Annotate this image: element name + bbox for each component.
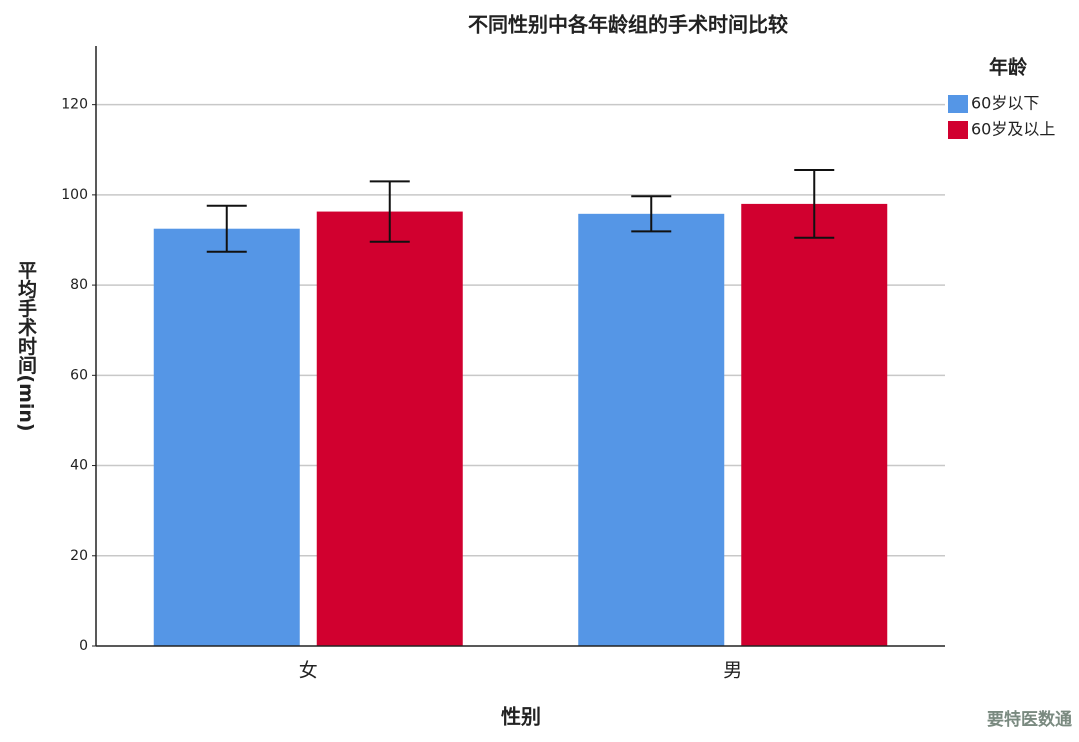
y-tick-label: 20	[70, 548, 88, 564]
bar	[153, 228, 300, 646]
bar	[578, 213, 725, 646]
y-axis-label: 平均手术时间(min)	[15, 260, 37, 431]
bar	[741, 203, 888, 647]
y-tick-label: 80	[70, 277, 88, 293]
x-axis-label: 性别	[501, 705, 541, 729]
y-tick-label: 0	[79, 638, 88, 654]
y-tick-label: 40	[70, 458, 88, 474]
legend-label: 60岁以下	[971, 94, 1039, 113]
x-tick-label: 男	[723, 660, 742, 682]
bar	[316, 211, 463, 646]
legend-title: 年龄	[989, 56, 1028, 79]
y-tick-label: 100	[61, 187, 88, 203]
x-tick-label: 女	[299, 660, 318, 682]
chart-title: 不同性别中各年龄组的手术时间比较	[468, 13, 788, 37]
legend-swatch	[948, 95, 968, 113]
legend-swatch	[948, 121, 968, 139]
y-tick-label: 120	[61, 97, 88, 113]
y-tick-label: 60	[70, 367, 88, 383]
watermark: 要特医数通	[987, 709, 1072, 730]
legend-label: 60岁及以上	[971, 120, 1055, 139]
